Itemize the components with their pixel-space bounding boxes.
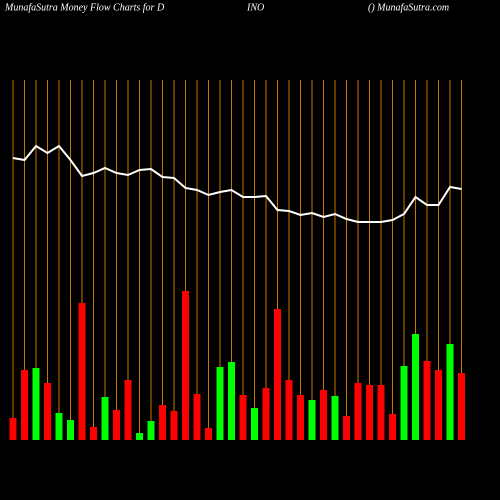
bar bbox=[159, 405, 166, 440]
bar bbox=[44, 383, 51, 440]
bar bbox=[101, 397, 109, 440]
bar bbox=[90, 427, 97, 440]
bar bbox=[193, 394, 201, 440]
bar bbox=[205, 428, 212, 440]
bar bbox=[67, 420, 74, 440]
bar bbox=[136, 433, 143, 440]
bar bbox=[331, 396, 339, 440]
bar bbox=[170, 411, 178, 440]
bar bbox=[262, 388, 270, 440]
bar bbox=[216, 367, 224, 440]
bar bbox=[389, 414, 396, 440]
chart-title-middle: INO bbox=[246, 2, 264, 13]
bar bbox=[435, 370, 442, 440]
bar bbox=[458, 373, 465, 440]
line bbox=[12, 144, 462, 223]
bar bbox=[400, 366, 408, 440]
bar bbox=[78, 303, 86, 440]
bar bbox=[147, 421, 155, 440]
bar bbox=[228, 362, 235, 440]
chart-title: MunafaSutra Money Flow Charts for D bbox=[4, 2, 165, 13]
bar bbox=[354, 383, 362, 440]
bar bbox=[182, 291, 189, 440]
bar bbox=[55, 413, 63, 440]
bar bbox=[21, 370, 28, 440]
bar bbox=[274, 309, 281, 440]
bar bbox=[308, 400, 316, 440]
bar bbox=[377, 385, 385, 440]
bar bbox=[113, 410, 120, 440]
bar bbox=[446, 344, 454, 440]
bar bbox=[343, 416, 350, 440]
bar bbox=[412, 334, 419, 440]
bar bbox=[124, 380, 132, 440]
bar bbox=[366, 385, 373, 440]
bar bbox=[320, 390, 327, 440]
bar bbox=[251, 408, 258, 440]
bar bbox=[297, 395, 304, 440]
bar bbox=[9, 418, 17, 440]
bar bbox=[285, 380, 293, 440]
bar bbox=[32, 368, 40, 440]
bar bbox=[423, 361, 431, 440]
bar bbox=[239, 395, 247, 440]
chart-title-right: () MunafaSutra.com bbox=[368, 2, 449, 13]
